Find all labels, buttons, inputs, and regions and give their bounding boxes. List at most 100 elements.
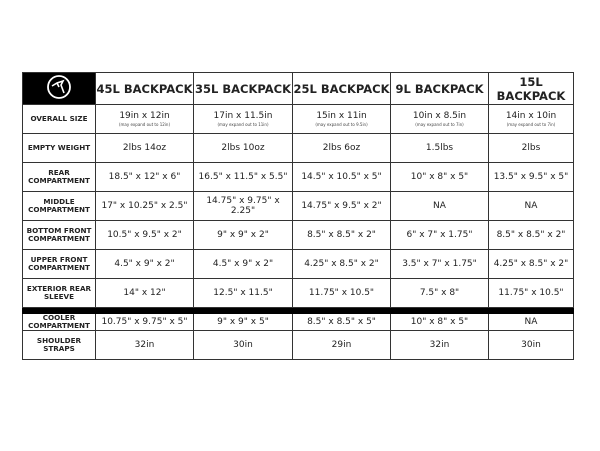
table-cell: 14in x 10in (may expand out to 7in) — [488, 104, 574, 134]
row-label: SHOULDER STRAPS — [22, 330, 96, 360]
table-cell: 32in — [95, 330, 194, 360]
column-header: 15L BACKPACK — [488, 72, 574, 105]
cell-value: 17in x 11.5in — [213, 111, 273, 121]
cell-note: (may expand out to 12in) — [118, 122, 171, 127]
column-header: 45L BACKPACK — [95, 72, 194, 105]
table-cell: 4.5" x 9" x 2" — [95, 249, 194, 279]
table-cell: 13.5" x 9.5" x 5" — [488, 162, 574, 192]
cell-value: NA — [524, 317, 538, 327]
table-cell: 10" x 8" x 5" — [390, 313, 489, 331]
row-label: EMPTY WEIGHT — [22, 133, 96, 163]
table-cell: 2lbs — [488, 133, 574, 163]
cell-value: 14.75" x 9.75" x 2.25" — [206, 196, 280, 216]
table-cell: 2lbs 14oz — [95, 133, 194, 163]
cell-value: 16.5" x 11.5" x 5.5" — [198, 172, 288, 182]
cell-value: 8.5" x 8.5" x 2" — [307, 230, 376, 240]
table-row: OVERALL SIZE 19in x 12in (may expand out t… — [22, 104, 574, 134]
table-cell: 14" x 12" — [95, 278, 194, 308]
cell-note: (may expand out to 9.5in) — [315, 122, 368, 127]
table-cell: 18.5" x 12" x 6" — [95, 162, 194, 192]
cell-value: 2lbs 10oz — [221, 143, 265, 153]
row-label: OVERALL SIZE — [22, 104, 96, 134]
table-cell: 1.5lbs — [390, 133, 489, 163]
table-cell: 15in x 11in (may expand out to 9.5in) — [292, 104, 391, 134]
table-cell: 9" x 9" x 2" — [193, 220, 293, 250]
cell-value: 2lbs — [521, 143, 541, 153]
cell-value: 32in — [134, 340, 155, 350]
cell-value: 11.75" x 10.5" — [498, 288, 564, 298]
table-cell: 2lbs 6oz — [292, 133, 391, 163]
cell-value: 18.5" x 12" x 6" — [108, 172, 181, 182]
table-cell: 11.75" x 10.5" — [488, 278, 574, 308]
table-cell: 2lbs 10oz — [193, 133, 293, 163]
table-cell: 16.5" x 11.5" x 5.5" — [193, 162, 293, 192]
cell-value: 8.5" x 8.5" x 2" — [496, 230, 566, 240]
cell-value: 13.5" x 9.5" x 5" — [493, 172, 569, 182]
cell-value: 19in x 12in — [119, 111, 170, 121]
cell-note: (may expand out to 11in) — [217, 122, 269, 127]
table-cell: 10" x 8" x 5" — [390, 162, 489, 192]
table-cell: 4.25" x 8.5" x 2" — [488, 249, 574, 279]
cell-value: 12.5" x 11.5" — [213, 288, 273, 298]
cell-value: 9" x 9" x 2" — [217, 230, 269, 240]
cell-value: 3.5" x 7" x 1.75" — [402, 259, 477, 269]
cell-value: 30in — [233, 340, 253, 350]
table-cell: 12.5" x 11.5" — [193, 278, 293, 308]
column-header: 9L BACKPACK — [390, 72, 489, 105]
logo-cell — [22, 72, 96, 105]
cell-note: (may expand out to 7in) — [415, 122, 464, 127]
table-cell: 4.5" x 9" x 2" — [193, 249, 293, 279]
cell-value: 8.5" x 8.5" x 5" — [307, 317, 376, 327]
cell-value: 2lbs 6oz — [322, 143, 361, 153]
table-cell: 17in x 11.5in (may expand out to 11in) — [193, 104, 293, 134]
table-row: EMPTY WEIGHT 2lbs 14oz 2lbs 10oz 2lbs 6oz 1.… — [22, 133, 574, 163]
cell-value: 4.25" x 8.5" x 2" — [493, 259, 569, 269]
table-cell: 4.25" x 8.5" x 2" — [292, 249, 391, 279]
table-cell: 10in x 8.5in (may expand out to 7in) — [390, 104, 489, 134]
cell-value: 4.25" x 8.5" x 2" — [304, 259, 379, 269]
table-cell: 17" x 10.25" x 2.5" — [95, 191, 194, 221]
table-cell: 10.5" x 9.5" x 2" — [95, 220, 194, 250]
table-cell: 8.5" x 8.5" x 2" — [292, 220, 391, 250]
table-cell: NA — [488, 313, 574, 331]
column-header: 35L BACKPACK — [193, 72, 293, 105]
cell-value: 10" x 8" x 5" — [410, 317, 469, 327]
cell-value: 9" x 9" x 5" — [217, 317, 269, 327]
cell-value: 10in x 8.5in — [412, 111, 467, 121]
table-cell: 19in x 12in (may expand out to 12in) — [95, 104, 194, 134]
cell-value: 4.5" x 9" x 2" — [114, 259, 175, 269]
table-cell: 10.75" x 9.75" x 5" — [95, 313, 194, 331]
row-label: MIDDLE COMPARTMENT — [22, 191, 96, 221]
table-row: EXTERIOR REAR SLEEVE 14" x 12" 12.5" x 11.… — [22, 278, 574, 308]
table-row: COOLER COMPARTMENT 10.75" x 9.75" x 5" 9" … — [22, 313, 574, 331]
cell-value: 10.75" x 9.75" x 5" — [101, 317, 188, 327]
table-cell: 14.75" x 9.5" x 2" — [292, 191, 391, 221]
cell-value: NA — [524, 201, 538, 211]
table-cell: 30in — [488, 330, 574, 360]
table-cell: 3.5" x 7" x 1.75" — [390, 249, 489, 279]
row-label: UPPER FRONT COMPARTMENT — [22, 249, 96, 279]
table-cell: NA — [488, 191, 574, 221]
row-label: EXTERIOR REAR SLEEVE — [22, 278, 96, 308]
table-cell: 8.5" x 8.5" x 2" — [488, 220, 574, 250]
cell-value: 15in x 11in — [316, 111, 367, 121]
row-label: BOTTOM FRONT COMPARTMENT — [22, 220, 96, 250]
row-label: COOLER COMPARTMENT — [22, 313, 96, 331]
table-row: MIDDLE COMPARTMENT 17" x 10.25" x 2.5" 14.… — [22, 191, 574, 221]
cell-value: 32in — [429, 340, 450, 350]
table-cell: 29in — [292, 330, 391, 360]
cell-value: 7.5" x 8" — [419, 288, 460, 298]
table-cell: 30in — [193, 330, 293, 360]
table-row: UPPER FRONT COMPARTMENT 4.5" x 9" x 2" 4.5… — [22, 249, 574, 279]
cell-value: 14in x 10in — [505, 111, 557, 121]
table-cell: 14.5" x 10.5" x 5" — [292, 162, 391, 192]
table-cell: 14.75" x 9.75" x 2.25" — [193, 191, 293, 221]
cell-value: 10" x 8" x 5" — [410, 172, 469, 182]
cell-value: 11.75" x 10.5" — [308, 288, 375, 298]
cell-value: 29in — [331, 340, 352, 350]
column-header: 25L BACKPACK — [292, 72, 391, 105]
backpack-spec-table: 45L BACKPACK 35L BACKPACK 25L BACKPACK 9… — [22, 72, 574, 360]
table-cell: 9" x 9" x 5" — [193, 313, 293, 331]
table-cell: 7.5" x 8" — [390, 278, 489, 308]
cell-value: 10.5" x 9.5" x 2" — [107, 230, 182, 240]
